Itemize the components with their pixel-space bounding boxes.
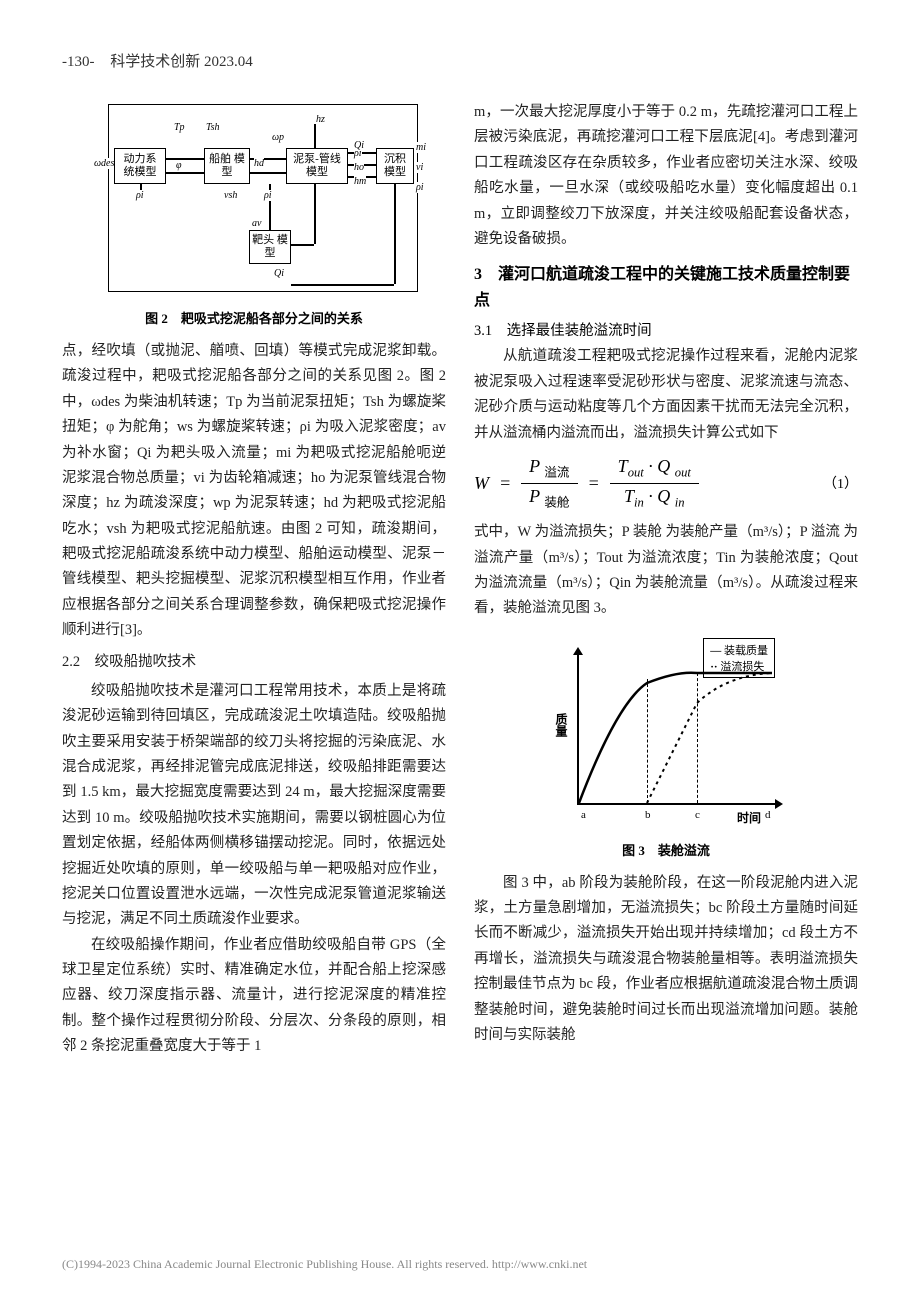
lbl-hd: hd xyxy=(254,158,264,169)
conn-5 xyxy=(348,152,376,154)
section-3-heading: 3 灌河口航道疏浚工程中的关键施工技术质量控制要点 xyxy=(474,262,858,313)
figure-3-caption: 图 3 装舱溢流 xyxy=(474,840,858,859)
lbl-omega: ωdes xyxy=(94,158,114,169)
right-para-3: 式中，W 为溢流损失；P 装舱 为装舱产量（m³/s）；P 溢流 为溢流产量（m… xyxy=(474,520,858,622)
lbl-vsh: vsh xyxy=(224,190,237,201)
lbl-rho1: ρi xyxy=(136,190,144,201)
conn-10 xyxy=(291,244,314,246)
lbl-rho2: ρi xyxy=(264,190,272,201)
right-para-4: 图 3 中，ab 阶段为装舱阶段，在这一阶段泥舱内进入泥浆，土方量急剧增加，无溢… xyxy=(474,871,858,1049)
eq-W: W xyxy=(474,473,489,494)
lbl-wp: ωp xyxy=(272,132,284,143)
left-column: 动力系 统模型 船舶 模型 泥泵-管线 模型 沉积 模型 靶头 模型 ωdes xyxy=(62,100,446,1060)
right-text-4: 图 3 中，ab 阶段为装舱阶段，在这一阶段泥舱内进入泥浆，土方量急剧增加，无溢… xyxy=(474,871,858,1049)
lbl-tp: Tp xyxy=(174,122,185,133)
lbl-phi: φ xyxy=(176,160,182,171)
eq-ttop: Tout · Q out xyxy=(610,456,699,484)
conn-4 xyxy=(250,172,286,174)
eq-tbot: Tin · Q in xyxy=(616,484,693,511)
conn-12 xyxy=(394,184,396,284)
right-text-2: 从航道疏浚工程耙吸式挖泥操作过程来看，泥舱内泥浆被泥泵吸入过程速率受泥砂形状与密… xyxy=(474,344,858,446)
eq-frac1: P 溢流 P 装舱 xyxy=(521,456,577,510)
lbl-hm: hm xyxy=(354,176,366,187)
left-text-block: 点，经吹填（或抛泥、艏喷、回填）等模式完成泥浆卸载。疏浚过程中，耙吸式挖泥船各部… xyxy=(62,339,446,1060)
eq-eq2: = xyxy=(588,473,600,494)
x-axis-label: 时间 xyxy=(737,809,761,826)
dotted-curve xyxy=(647,673,772,803)
tick-b: b xyxy=(645,809,651,821)
conn-11 xyxy=(314,124,316,148)
eq-eq1: = xyxy=(499,473,511,494)
figure-2-caption: 图 2 耙吸式挖泥船各部分之间的关系 xyxy=(62,308,446,327)
left-para-1: 点，经吹填（或抛泥、艏喷、回填）等模式完成泥浆卸载。疏浚过程中，耙吸式挖泥船各部… xyxy=(62,339,446,644)
equation-1: W = P 溢流 P 装舱 = Tout · Q out Tin · Q in … xyxy=(474,456,858,510)
conn-9 xyxy=(314,184,316,244)
lbl-rho4: ρi xyxy=(416,182,424,193)
right-text-1: m，一次最大挖泥厚度小于等于 0.2 m，先疏挖灌河口工程上层被污染底泥，再疏挖… xyxy=(474,100,858,252)
conn-1 xyxy=(166,158,204,160)
lbl-av: av xyxy=(252,218,261,229)
eq-ptop: P 溢流 xyxy=(521,456,577,484)
box-head: 靶头 模型 xyxy=(249,230,291,264)
y-axis-label: 质量 xyxy=(553,713,570,737)
left-para-2: 绞吸船抛吹技术是灌河口工程常用技术，本质上是将疏浚泥砂运输到待回填区，完成疏浚泥… xyxy=(62,679,446,933)
right-text-3: 式中，W 为溢流损失；P 装舱 为装舱产量（m³/s）；P 溢流 为溢流产量（m… xyxy=(474,520,858,622)
tick-d: d xyxy=(765,809,771,821)
conn-2 xyxy=(166,172,204,174)
page-header: -130- 科学技术创新 2023.04 xyxy=(62,50,253,71)
figure-2-diagram: 动力系 统模型 船舶 模型 泥泵-管线 模型 沉积 模型 靶头 模型 ωdes xyxy=(94,100,414,300)
box-deposit: 沉积 模型 xyxy=(376,148,414,184)
eq-number: （1） xyxy=(823,473,858,493)
right-para-2: 从航道疏浚工程耙吸式挖泥操作过程来看，泥舱内泥浆被泥泵吸入过程速率受泥砂形状与密… xyxy=(474,344,858,446)
lbl-ho: ho xyxy=(354,162,364,173)
tick-c: c xyxy=(695,809,700,821)
journal-title: 科学技术创新 2023.04 xyxy=(110,54,253,70)
lbl-qi2: Qi xyxy=(354,140,364,151)
page-number: -130- xyxy=(62,54,95,70)
lbl-qi: Qi xyxy=(274,268,284,279)
subsection-3-1: 3.1 选择最佳装舱溢流时间 xyxy=(474,319,858,340)
right-para-1: m，一次最大挖泥厚度小于等于 0.2 m，先疏挖灌河口工程上层被污染底泥，再疏挖… xyxy=(474,100,858,252)
right-column: m，一次最大挖泥厚度小于等于 0.2 m，先疏挖灌河口工程上层被污染底泥，再疏挖… xyxy=(474,100,858,1060)
eq-frac2: Tout · Q out Tin · Q in xyxy=(610,456,699,510)
tick-a: a xyxy=(581,809,586,821)
solid-curve xyxy=(579,672,772,802)
box-pump: 泥泵-管线 模型 xyxy=(286,148,348,184)
figure-3-chart: — 装载质量 ·· 溢流损失 质量 时间 a b c d xyxy=(536,632,796,832)
content-area: 动力系 统模型 船舶 模型 泥泵-管线 模型 沉积 模型 靶头 模型 ωdes xyxy=(62,100,858,1060)
eq-pbot: P 装舱 xyxy=(521,484,577,511)
lbl-hz: hz xyxy=(316,114,325,125)
lbl-tsh: Tsh xyxy=(206,122,220,133)
subsection-2-2: 2.2 绞吸船抛吹技术 xyxy=(62,650,446,675)
box-power: 动力系 统模型 xyxy=(114,148,166,184)
conn-13 xyxy=(291,284,394,286)
lbl-mi: mi xyxy=(416,142,426,153)
box-ship: 船舶 模型 xyxy=(204,148,250,184)
page-footer: (C)1994-2023 China Academic Journal Elec… xyxy=(62,1257,587,1272)
chart-curves xyxy=(577,653,777,805)
left-para-3: 在绞吸船操作期间，作业者应借助绞吸船自带 GPS（全球卫星定位系统）实时、精准确… xyxy=(62,933,446,1060)
lbl-vi: vi xyxy=(416,162,423,173)
